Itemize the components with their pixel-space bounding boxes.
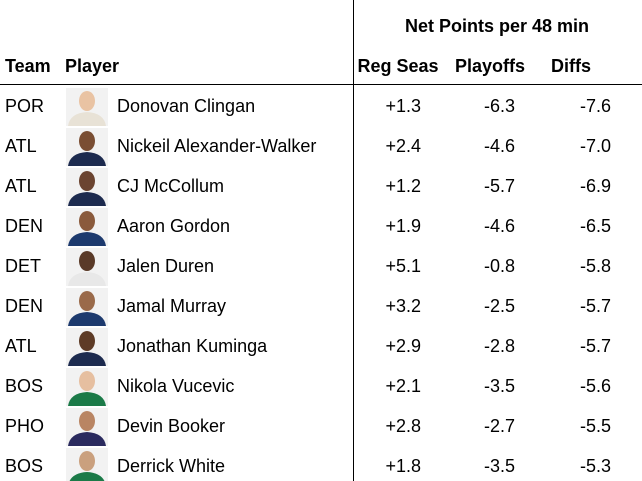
playoffs-cell: -0.8 <box>484 256 515 276</box>
team-cell: BOS <box>5 376 43 396</box>
headshot-face <box>79 211 95 231</box>
headshot-body <box>68 272 106 286</box>
headshot-body <box>69 472 105 481</box>
diffs-cell: -5.3 <box>580 456 611 476</box>
headshot-body <box>68 352 106 366</box>
headshot-face <box>79 411 95 431</box>
diffs-cell: -5.6 <box>580 376 611 396</box>
headshot-face <box>79 291 95 311</box>
team-cell: POR <box>5 96 44 116</box>
reg-seas-cell: +2.4 <box>385 136 421 156</box>
playoffs-cell: -6.3 <box>484 96 515 116</box>
column-header: Player <box>65 56 119 76</box>
headshot-face <box>79 251 95 271</box>
team-cell: BOS <box>5 456 43 476</box>
column-header: Reg Seas <box>357 56 438 76</box>
diffs-cell: -6.5 <box>580 216 611 236</box>
headshot-face <box>79 451 95 471</box>
headshot-body <box>68 392 106 406</box>
player-cell: Nickeil Alexander-Walker <box>117 136 316 156</box>
diffs-cell: -5.5 <box>580 416 611 436</box>
headshot-face <box>79 91 95 111</box>
team-cell: PHO <box>5 416 44 436</box>
playoffs-cell: -4.6 <box>484 136 515 156</box>
playoffs-cell: -2.5 <box>484 296 515 316</box>
reg-seas-cell: +1.3 <box>385 96 421 116</box>
player-cell: Nikola Vucevic <box>117 376 234 396</box>
diffs-cell: -7.6 <box>580 96 611 116</box>
player-cell: Devin Booker <box>117 416 225 436</box>
headshot-face <box>79 371 95 391</box>
diffs-cell: -6.9 <box>580 176 611 196</box>
reg-seas-cell: +2.9 <box>385 336 421 356</box>
diffs-cell: -5.7 <box>580 296 611 316</box>
player-cell: Jamal Murray <box>117 296 226 316</box>
column-header: Team <box>5 56 51 76</box>
playoffs-cell: -2.8 <box>484 336 515 356</box>
playoffs-cell: -3.5 <box>484 376 515 396</box>
headshot-body <box>68 112 106 126</box>
headshot-body <box>68 232 106 246</box>
headshot-face <box>79 331 95 351</box>
player-cell: Donovan Clingan <box>117 96 255 116</box>
headshot-face <box>79 171 95 191</box>
headshot-body <box>68 432 106 446</box>
team-cell: ATL <box>5 136 37 156</box>
player-cell: Jonathan Kuminga <box>117 336 268 356</box>
team-cell: ATL <box>5 336 37 356</box>
player-cell: Derrick White <box>117 456 225 476</box>
diffs-cell: -5.8 <box>580 256 611 276</box>
column-header: Diffs <box>551 56 591 76</box>
diffs-cell: -5.7 <box>580 336 611 356</box>
reg-seas-cell: +3.2 <box>385 296 421 316</box>
player-cell: CJ McCollum <box>117 176 224 196</box>
playoffs-cell: -3.5 <box>484 456 515 476</box>
group-header: Net Points per 48 min <box>405 16 589 36</box>
headshot-body <box>68 312 106 326</box>
reg-seas-cell: +1.9 <box>385 216 421 236</box>
playoffs-cell: -4.6 <box>484 216 515 236</box>
diffs-cell: -7.0 <box>580 136 611 156</box>
reg-seas-cell: +1.2 <box>385 176 421 196</box>
team-cell: DEN <box>5 216 43 236</box>
player-cell: Jalen Duren <box>117 256 214 276</box>
headshot-body <box>68 192 106 206</box>
column-header: Playoffs <box>455 56 525 76</box>
team-cell: ATL <box>5 176 37 196</box>
playoffs-cell: -5.7 <box>484 176 515 196</box>
team-cell: DEN <box>5 296 43 316</box>
reg-seas-cell: +2.8 <box>385 416 421 436</box>
reg-seas-cell: +2.1 <box>385 376 421 396</box>
headshot-face <box>79 131 95 151</box>
playoffs-cell: -2.7 <box>484 416 515 436</box>
player-cell: Aaron Gordon <box>117 216 230 236</box>
team-cell: DET <box>5 256 41 276</box>
reg-seas-cell: +5.1 <box>385 256 421 276</box>
reg-seas-cell: +1.8 <box>385 456 421 476</box>
headshot-body <box>68 152 106 166</box>
